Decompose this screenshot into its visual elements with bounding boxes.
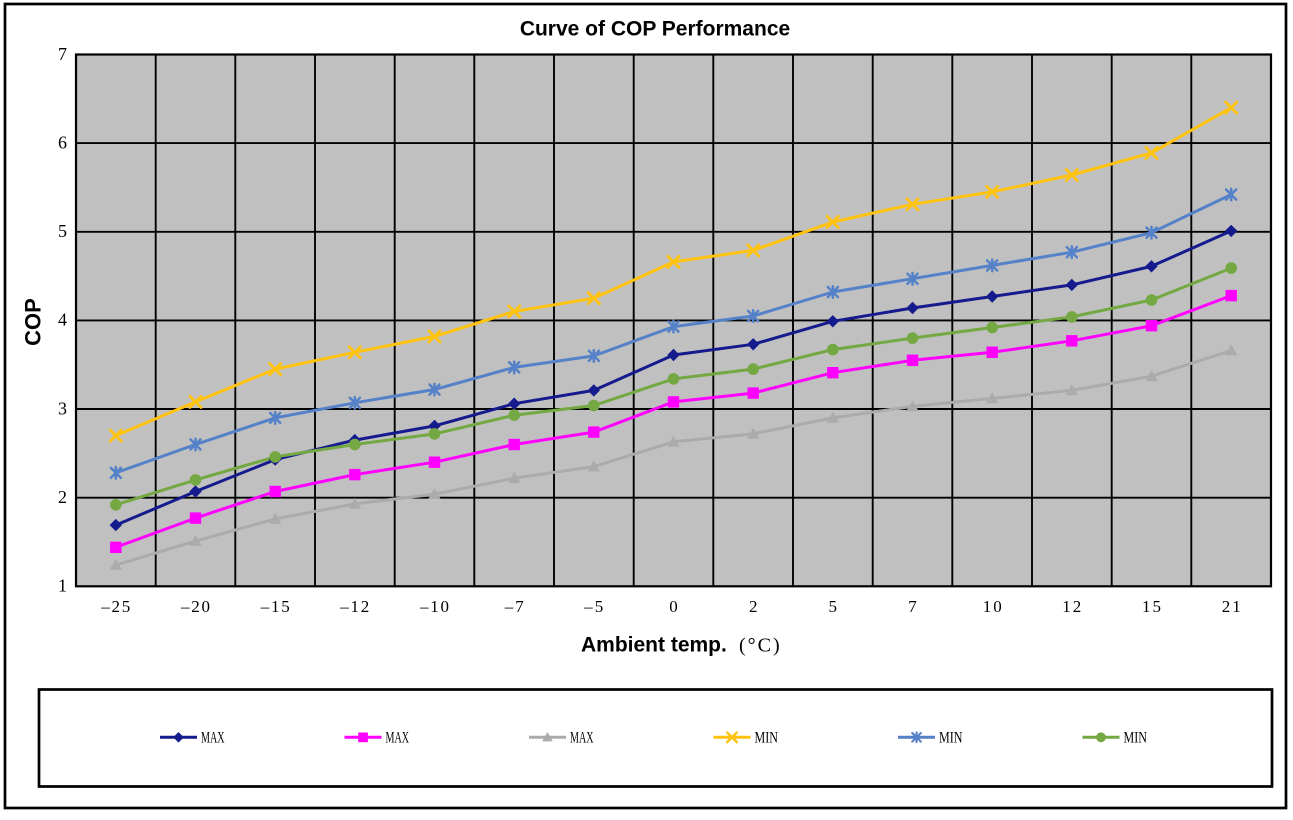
svg-text:3: 3 xyxy=(58,398,67,418)
svg-text:(°C): (°C) xyxy=(739,635,782,657)
svg-text:5: 5 xyxy=(58,221,67,241)
svg-text:0: 0 xyxy=(669,597,678,616)
svg-text:4: 4 xyxy=(58,310,67,330)
svg-text:–25: –25 xyxy=(100,597,130,616)
svg-text:–20: –20 xyxy=(180,597,210,616)
svg-text:MAX: MAX xyxy=(201,730,225,747)
svg-text:2: 2 xyxy=(58,487,67,507)
svg-text:7: 7 xyxy=(58,44,67,64)
svg-text:1: 1 xyxy=(58,576,67,596)
svg-text:Ambient temp.: Ambient temp. xyxy=(581,634,727,657)
svg-text:MIN: MIN xyxy=(1124,730,1148,747)
svg-text:2: 2 xyxy=(749,597,758,616)
svg-text:6: 6 xyxy=(58,132,67,152)
svg-text:7: 7 xyxy=(908,597,917,616)
svg-text:–12: –12 xyxy=(339,597,369,616)
svg-text:MIN: MIN xyxy=(939,730,963,747)
svg-text:MAX: MAX xyxy=(386,730,410,747)
svg-text:–10: –10 xyxy=(419,597,449,616)
svg-text:MIN: MIN xyxy=(755,730,779,747)
svg-text:MAX: MAX xyxy=(570,730,594,747)
svg-text:COP: COP xyxy=(20,298,45,346)
svg-text:5: 5 xyxy=(829,597,838,616)
svg-text:–15: –15 xyxy=(260,597,290,616)
svg-text:Curve of COP Performance: Curve of COP Performance xyxy=(520,18,790,41)
